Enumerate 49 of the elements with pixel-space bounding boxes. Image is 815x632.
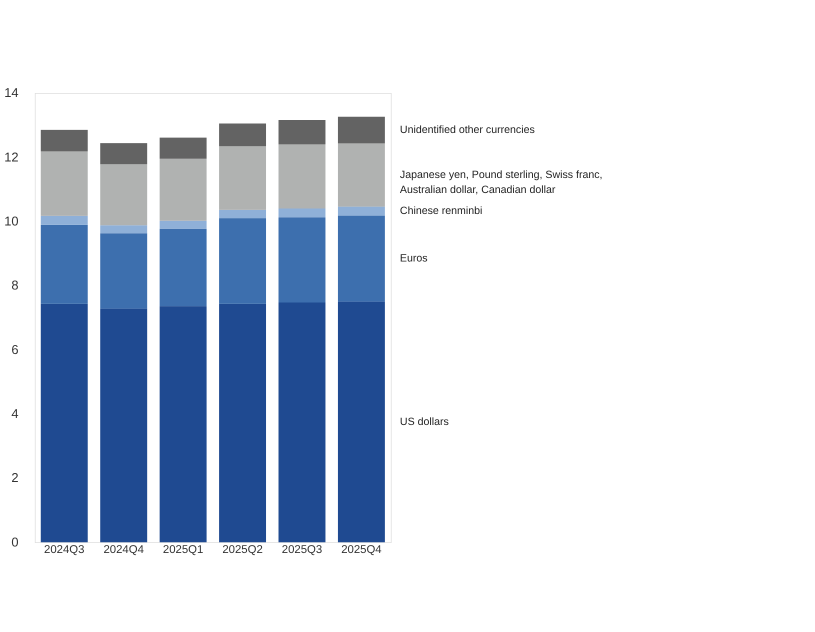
y-tick-label: 10 [4, 214, 19, 229]
bar [219, 304, 266, 542]
bar [100, 225, 148, 234]
bar [278, 217, 326, 303]
bar [338, 216, 385, 302]
bar [338, 143, 385, 207]
bar [160, 138, 207, 159]
bar [40, 151, 88, 216]
y-tick-label: 2 [11, 470, 19, 486]
bar [278, 120, 326, 144]
x-tick-label: 2024Q4 [103, 544, 144, 556]
y-tick-label: 8 [11, 278, 19, 293]
bar [338, 116, 385, 144]
bar [219, 124, 266, 146]
x-tick-label: 2024Q3 [44, 544, 84, 556]
bar [100, 233, 148, 309]
bar [338, 302, 385, 542]
bar [160, 306, 207, 542]
y-tick-label: 6 [11, 342, 19, 357]
y-tick-label: 4 [11, 406, 19, 422]
series-label: Chinese renminbi [400, 205, 482, 218]
bar [100, 164, 148, 226]
bar [219, 146, 266, 210]
x-tick-label: 2025Q4 [341, 544, 382, 556]
bar [219, 218, 266, 304]
bar [338, 206, 385, 216]
bar [219, 210, 266, 218]
bar [278, 302, 326, 542]
bar [160, 228, 207, 306]
bar [160, 158, 207, 221]
series-label: US dollars [400, 416, 449, 428]
y-tick-label: 14 [4, 85, 19, 100]
bar [40, 130, 88, 152]
bar [40, 224, 88, 304]
y-tick-label: 0 [11, 534, 19, 550]
x-tick-label: 2025Q3 [282, 544, 322, 556]
x-tick-label: 2025Q1 [162, 544, 204, 556]
series-label: Japanese yen, Pound sterling, Swiss franc, Australian dollar, Canadian dollar [400, 169, 603, 196]
series-label: Unidentified other currencies [400, 124, 535, 136]
bar [40, 304, 88, 542]
bar [40, 216, 88, 225]
bar [160, 220, 207, 229]
y-tick-label: 12 [4, 149, 19, 164]
bar [100, 308, 148, 542]
series-label: Euros [400, 252, 428, 265]
bar [278, 208, 326, 218]
bar [100, 143, 148, 164]
bar [278, 144, 326, 209]
x-tick-label: 2025Q2 [222, 544, 263, 556]
